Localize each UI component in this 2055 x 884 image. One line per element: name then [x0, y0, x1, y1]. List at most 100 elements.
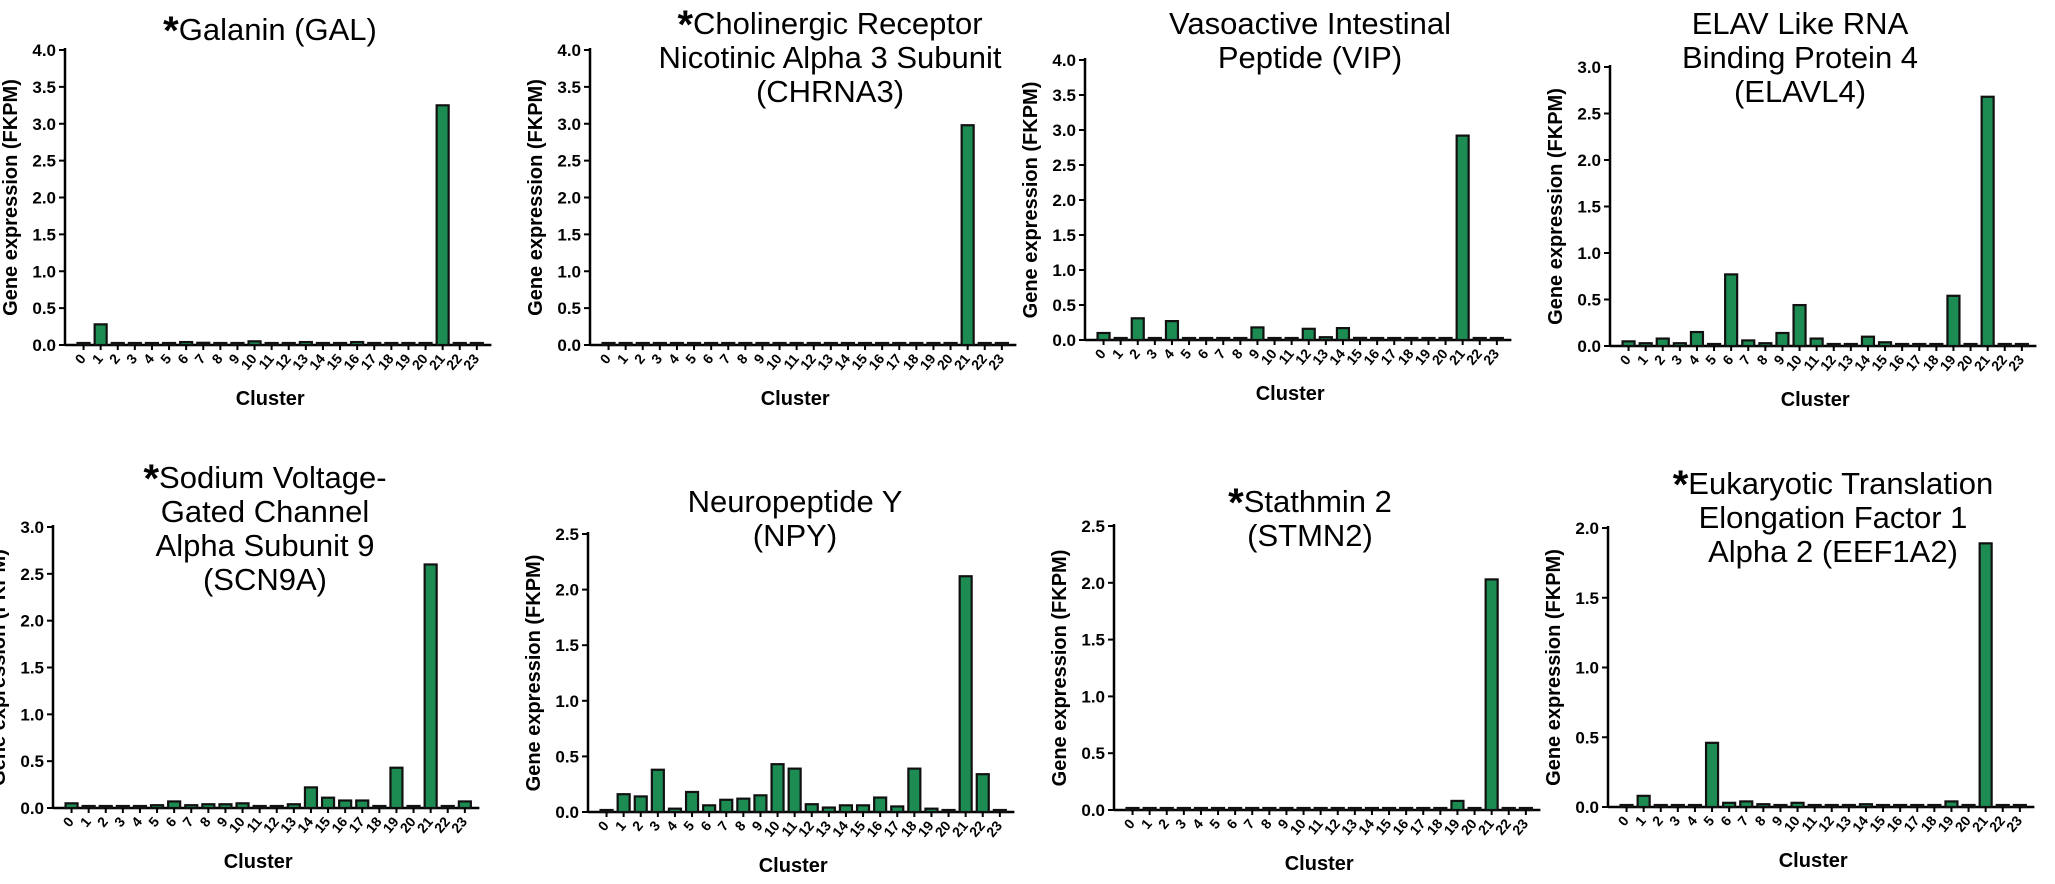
bar-cluster-4 — [1193, 806, 1209, 812]
bar-cluster-5 — [684, 790, 700, 814]
bar-cluster-11 — [264, 341, 279, 347]
bar-cluster-2 — [1159, 806, 1174, 812]
bar-cluster-23 — [2014, 342, 2029, 348]
chart-title-line: (SCN9A) — [203, 562, 327, 597]
x-tick-label: 0 — [60, 813, 77, 829]
y-tick-label: 0.5 — [32, 299, 56, 318]
bar-cluster-21 — [1978, 542, 1993, 809]
bar-cluster-17 — [1910, 803, 1925, 809]
bar-cluster-7 — [1216, 336, 1231, 342]
y-tick-label: 2.0 — [1052, 191, 1076, 210]
x-tick-label: 0 — [597, 350, 614, 366]
x-tick-label: 3 — [648, 350, 665, 366]
bar-cluster-9 — [1279, 806, 1294, 812]
y-axis-label: Gene expression (FKPM) — [1049, 550, 1071, 787]
bar-cluster-20 — [1961, 803, 1976, 809]
bar-cluster-9 — [1773, 803, 1788, 809]
bar-cluster-22 — [1472, 336, 1487, 342]
bar-cluster-11 — [789, 341, 804, 347]
bar-cluster-9 — [1775, 331, 1790, 348]
y-tick-label: 1.0 — [555, 692, 579, 711]
y-tick-label: 4.0 — [32, 41, 56, 60]
bar-cluster-17 — [355, 799, 370, 810]
x-tick-label: 1 — [1634, 351, 1651, 367]
chart-title-line: Elongation Factor 1 — [1699, 500, 1968, 535]
y-tick-label: 0.0 — [20, 799, 44, 818]
x-tick-label: 4 — [1189, 815, 1206, 831]
x-tick-label: 2 — [629, 817, 646, 833]
y-tick-label: 2.5 — [1577, 105, 1601, 124]
x-tick-label: 7 — [716, 350, 733, 366]
bar-cluster-4 — [132, 804, 148, 810]
x-tick-label: 8 — [733, 350, 750, 366]
chart-title-line: Binding Protein 4 — [1682, 40, 1918, 75]
y-tick-label: 1.5 — [555, 636, 579, 655]
bar-cluster-15 — [855, 804, 871, 814]
x-tick-label: 1 — [1632, 812, 1649, 828]
bar-cluster-15 — [320, 796, 336, 810]
bar-cluster-23 — [457, 800, 472, 810]
bar-cluster-3 — [1672, 342, 1687, 348]
bar-cluster-1 — [81, 804, 96, 810]
x-tick-label: 6 — [1717, 812, 1734, 828]
y-tick-label: 3.0 — [557, 115, 581, 134]
bar-cluster-23 — [469, 341, 484, 347]
x-axis-label: Cluster — [1256, 383, 1325, 405]
bar-cluster-19 — [1421, 336, 1436, 342]
bar-cluster-15 — [1381, 806, 1397, 812]
bar-cluster-22 — [1501, 806, 1516, 812]
x-tick-label: 0 — [1121, 815, 1138, 831]
x-tick-label: 8 — [1751, 812, 1768, 828]
bar-cluster-23 — [1518, 806, 1533, 812]
x-tick-label: 5 — [145, 813, 162, 829]
bar-cluster-10 — [1790, 801, 1805, 809]
x-tick-label: 8 — [731, 817, 748, 833]
bar-cluster-19 — [924, 807, 939, 814]
bar-cluster-20 — [1963, 342, 1978, 348]
y-tick-label: 0.5 — [20, 752, 44, 771]
x-tick-label: 5 — [682, 350, 699, 366]
x-tick-label: 2 — [1126, 345, 1143, 361]
bar-cluster-5 — [1181, 336, 1197, 342]
bar-cluster-13 — [1318, 336, 1333, 342]
bar-cluster-6 — [167, 800, 182, 810]
bar-cluster-13 — [286, 803, 301, 810]
bar-cluster-1 — [1113, 336, 1128, 342]
y-axis-label: Gene expression (FKPM) — [0, 79, 22, 316]
x-tick-label: 4 — [663, 817, 680, 833]
bar-cluster-14 — [1860, 335, 1876, 348]
bar-cluster-21 — [960, 124, 975, 347]
bar-cluster-0 — [1621, 340, 1636, 348]
bar-cluster-9 — [230, 341, 245, 347]
bar-cluster-16 — [1370, 336, 1385, 342]
y-tick-label: 0.0 — [557, 336, 581, 355]
bar-cluster-4 — [144, 341, 160, 347]
y-tick-label: 4.0 — [1052, 51, 1076, 70]
y-tick-label: 0.5 — [557, 299, 581, 318]
y-tick-label: 1.5 — [32, 225, 56, 244]
y-tick-label: 0.0 — [1081, 801, 1105, 820]
x-tick-label: 23 — [2003, 812, 2025, 834]
y-tick-label: 1.5 — [1052, 226, 1076, 245]
bar-cluster-5 — [161, 341, 177, 347]
y-tick-label: 0.0 — [555, 803, 579, 822]
y-tick-label: 3.5 — [32, 78, 56, 97]
chart-title-line: Neuropeptide Y — [688, 484, 903, 519]
bar-cluster-13 — [1843, 342, 1858, 348]
bar-cluster-18 — [1927, 803, 1942, 809]
bar-cluster-8 — [736, 797, 751, 814]
bar-cluster-0 — [1125, 806, 1140, 812]
bar-cluster-11 — [1313, 806, 1328, 812]
bar-cluster-12 — [1330, 806, 1345, 812]
bar-cluster-18 — [1404, 336, 1419, 342]
chart-title-line: Alpha Subunit 9 — [156, 528, 375, 563]
y-tick-label: 0.5 — [1052, 296, 1076, 315]
bar-cluster-6 — [1199, 336, 1214, 342]
y-tick-label: 0.5 — [555, 747, 579, 766]
x-tick-label: 3 — [646, 817, 663, 833]
significance-star: * — [677, 3, 693, 47]
chart-title-line: *Sodium Voltage- — [143, 457, 386, 501]
chart-panel-6: *Stathmin 2(STMN2) 0.0 0.5 1.0 1.5 2.0 2.5 Gene… — [1049, 481, 1541, 875]
x-axis-label: Cluster — [236, 388, 305, 410]
